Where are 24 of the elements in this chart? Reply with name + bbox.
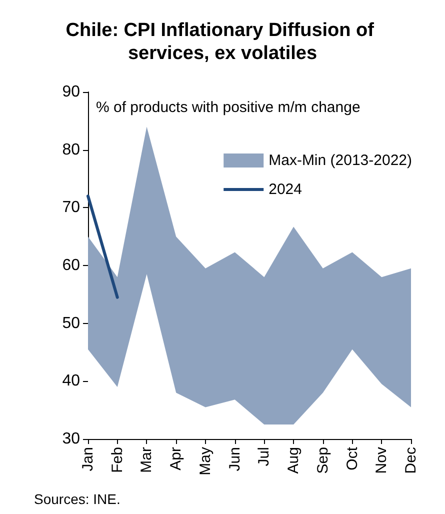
x-tick-label: May [196,446,214,476]
chart-title: Chile: CPI Inflationary Diffusion of services, ex volatiles [66,20,380,64]
x-tick-label: Mar [138,447,156,473]
x-tick-label: Jul [256,447,273,466]
y-tick-label: 30 [62,430,80,448]
y-tick-label: 80 [62,141,80,158]
x-tick-label: Nov [373,446,390,474]
y-tick-label: 50 [62,314,80,332]
y-tick-label: 40 [62,372,80,390]
legend-label: 2024 [268,181,302,198]
y-tick-label: 70 [62,199,80,216]
y-tick-label: 90 [62,84,80,100]
annotation: % of products with positive m/m change [96,99,360,116]
x-tick-label: Jan [80,447,96,472]
legend-label: Max-Min (2013-2022) [268,152,412,169]
x-tick-label: Feb [108,447,126,473]
y-tick-label: 60 [62,257,80,274]
x-tick-label: Apr [168,446,185,470]
x-tick-label: Oct [344,446,361,470]
x-tick-label: Dec [402,446,420,474]
x-tick-label: Sep [314,447,332,474]
x-tick-label: Aug [285,447,302,474]
x-tick-label: Jun [226,447,244,472]
source-note: Sources: INE. [34,491,120,507]
